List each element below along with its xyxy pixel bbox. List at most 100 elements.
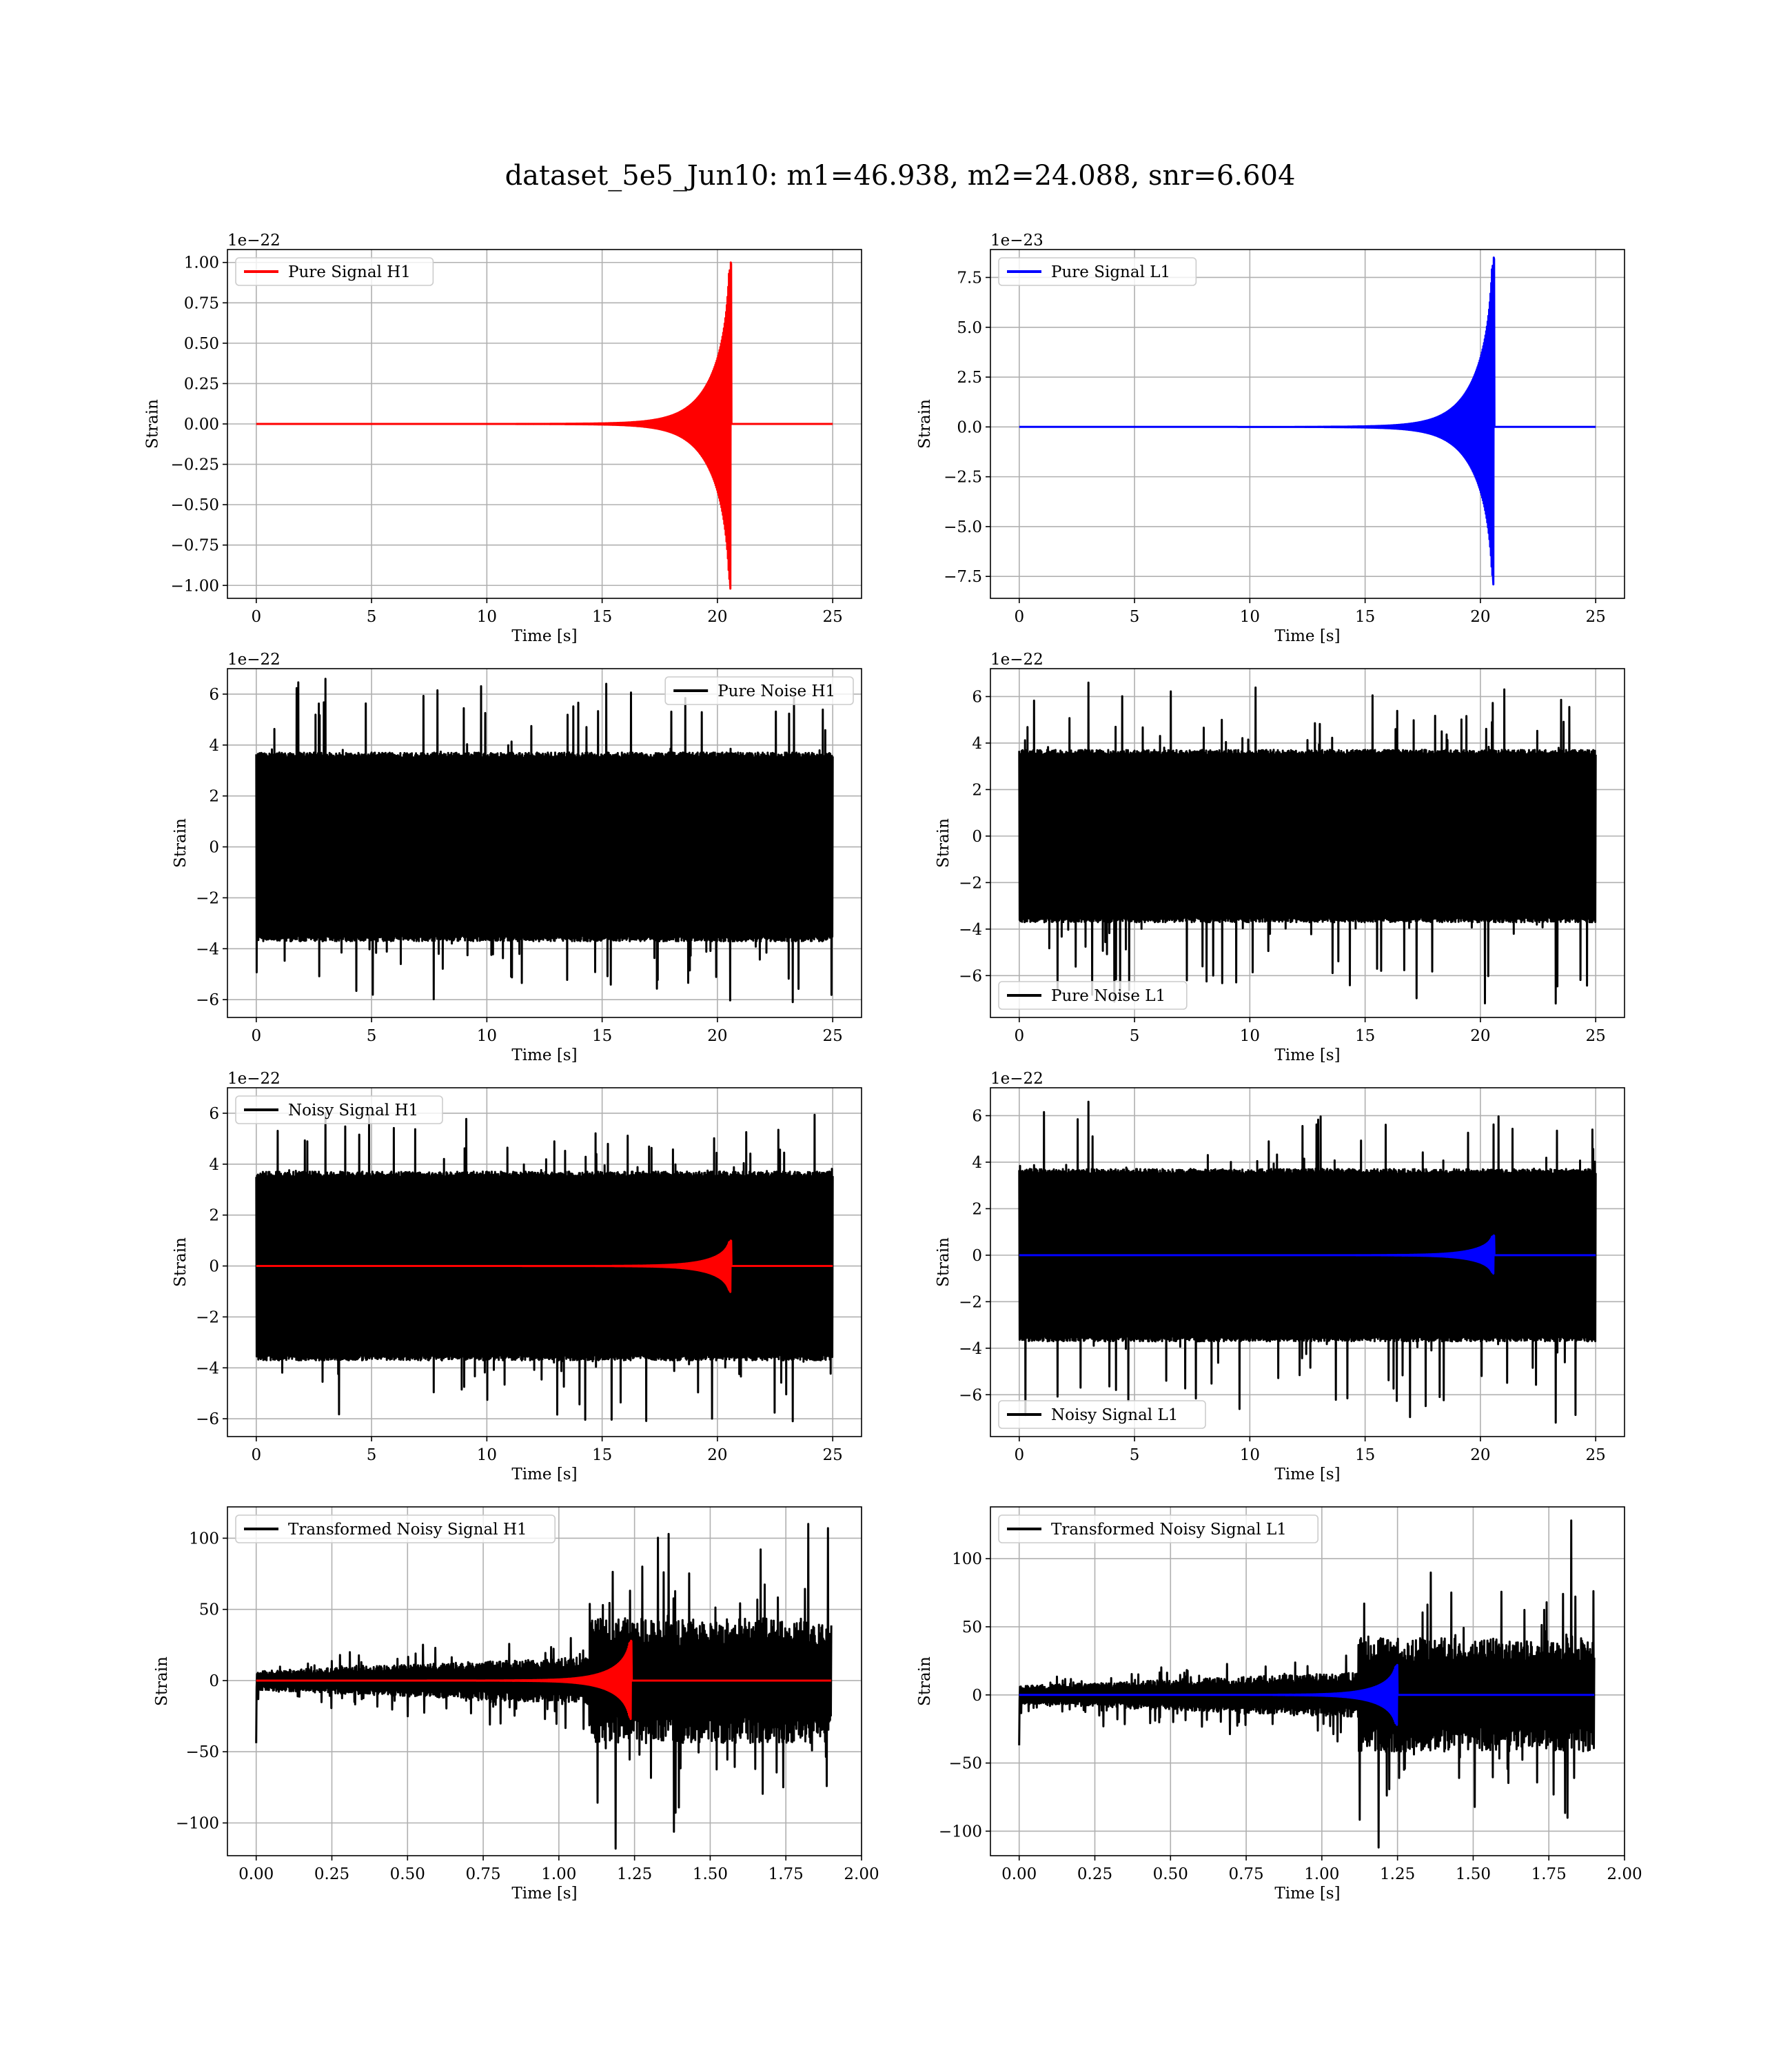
- x-tick-label: 20: [707, 1446, 727, 1464]
- axis-offset-text: 1e−22: [990, 1070, 1043, 1088]
- axes-frame: [990, 249, 1625, 599]
- y-tick-label: −0.25: [171, 456, 219, 474]
- x-tick-label: 1.75: [1531, 1865, 1567, 1883]
- legend-box: [235, 1095, 443, 1124]
- x-tick-label: 0: [251, 1027, 261, 1045]
- legend: Noisy Signal H1: [235, 1095, 443, 1124]
- y-axis-label: Strain: [935, 1237, 953, 1287]
- x-tick-label: 10: [1240, 1446, 1260, 1464]
- x-tick-label: 25: [823, 608, 843, 626]
- series-line-1: [255, 1112, 834, 1423]
- x-tick-label: 1.00: [541, 1865, 576, 1883]
- legend-box: [998, 257, 1197, 286]
- y-tick-label: 0.50: [184, 335, 219, 353]
- x-axis-label: Time [s]: [1274, 1046, 1340, 1064]
- legend-box: [235, 1514, 556, 1543]
- y-tick-label: −2: [959, 1293, 982, 1311]
- legend: Transformed Noisy Signal L1: [998, 1514, 1319, 1543]
- series-line-2: [255, 1639, 833, 1721]
- y-tick-label: 0: [209, 1258, 219, 1276]
- x-tick-label: 5: [1130, 1027, 1140, 1045]
- legend-box: [998, 1514, 1319, 1543]
- x-tick-label: 1.00: [1304, 1865, 1339, 1883]
- y-tick-label: −50: [948, 1755, 982, 1773]
- x-tick-label: 20: [707, 1027, 727, 1045]
- y-tick-label: −50: [185, 1743, 219, 1761]
- axes-frame: [990, 1506, 1625, 1856]
- y-tick-label: −2: [196, 1308, 219, 1326]
- x-tick-label: 0.75: [1228, 1865, 1263, 1883]
- legend-box: [998, 1400, 1206, 1429]
- x-tick-label: 15: [592, 1446, 612, 1464]
- subplot-8: 0.00 0.25 0.50 0.75 1.00 1.25 1.50 1.75 2.00 100 5…: [916, 1506, 1642, 1903]
- y-tick-label: −6: [959, 1386, 982, 1404]
- y-tick-label: 0: [972, 1247, 982, 1265]
- x-tick-label: 1.50: [1456, 1865, 1491, 1883]
- legend-label: Noisy Signal L1: [1051, 1406, 1178, 1424]
- x-tick-label: 1.25: [1380, 1865, 1415, 1883]
- x-axis-label: Time [s]: [511, 627, 577, 645]
- legend-label: Noisy Signal H1: [288, 1102, 418, 1119]
- x-tick-label: 1.50: [693, 1865, 728, 1883]
- y-tick-label: −4: [959, 1340, 982, 1358]
- x-axis-label: Time [s]: [511, 1466, 577, 1483]
- series-line-2: [255, 1239, 834, 1293]
- series-line-1: [255, 678, 834, 1004]
- x-tick-label: 15: [1355, 608, 1375, 626]
- y-tick-label: 100: [189, 1530, 219, 1548]
- x-tick-label: 5: [367, 608, 377, 626]
- series-line-1: [1018, 256, 1597, 586]
- x-tick-label: 2.00: [844, 1865, 879, 1883]
- axes-frame: [227, 668, 862, 1018]
- y-tick-label: 0: [972, 1687, 982, 1705]
- series-line-1: [1018, 1100, 1597, 1424]
- series-line-1: [255, 261, 834, 590]
- series-line-2: [1018, 1234, 1597, 1275]
- legend-label: Transformed Noisy Signal H1: [288, 1521, 527, 1539]
- x-tick-label: 0: [1014, 1446, 1024, 1464]
- series-line-1: [255, 1523, 833, 1850]
- x-tick-label: 25: [1586, 608, 1606, 626]
- axis-offset-text: 1e−22: [227, 1070, 281, 1088]
- axes-frame: [227, 1087, 862, 1437]
- y-axis-label: Strain: [144, 399, 162, 449]
- y-tick-label: 2: [209, 788, 219, 806]
- legend-label: Transformed Noisy Signal L1: [1051, 1521, 1287, 1539]
- y-tick-label: 4: [972, 1154, 982, 1172]
- y-tick-label: 6: [972, 1107, 982, 1125]
- x-tick-label: 0.00: [238, 1865, 274, 1883]
- y-tick-label: 2: [972, 781, 982, 799]
- series-line-2: [1018, 1663, 1596, 1726]
- y-tick-label: 0.25: [184, 375, 219, 393]
- x-tick-label: 0: [251, 1446, 261, 1464]
- y-tick-label: 0: [209, 1672, 219, 1690]
- x-tick-label: 10: [1240, 608, 1260, 626]
- x-tick-label: 2.00: [1607, 1865, 1642, 1883]
- x-tick-label: 1.75: [768, 1865, 804, 1883]
- legend: Pure Signal L1: [998, 257, 1197, 286]
- y-tick-label: −5.0: [944, 518, 982, 536]
- x-tick-label: 5: [1130, 1446, 1140, 1464]
- y-tick-label: −4: [196, 940, 219, 958]
- axis-offset-text: 1e−22: [990, 651, 1043, 669]
- y-axis-label: Strain: [153, 1656, 171, 1706]
- x-tick-label: 15: [1355, 1446, 1375, 1464]
- x-tick-label: 0.50: [390, 1865, 425, 1883]
- y-tick-label: 6: [209, 686, 219, 704]
- y-tick-label: 5.0: [957, 319, 982, 337]
- x-tick-label: 10: [477, 1446, 497, 1464]
- x-tick-label: 25: [1586, 1446, 1606, 1464]
- x-tick-label: 0.50: [1153, 1865, 1188, 1883]
- legend-label: Pure Signal H1: [288, 263, 411, 281]
- x-tick-label: 10: [477, 1027, 497, 1045]
- x-tick-label: 0.25: [314, 1865, 349, 1883]
- y-tick-label: −2.5: [944, 469, 982, 487]
- legend: Transformed Noisy Signal H1: [235, 1514, 556, 1543]
- y-tick-label: −6: [196, 1410, 219, 1428]
- y-tick-label: 50: [962, 1619, 982, 1636]
- y-tick-label: 0: [209, 839, 219, 857]
- y-tick-label: 0.75: [184, 294, 219, 312]
- y-tick-label: 50: [199, 1601, 219, 1619]
- legend-box: [998, 981, 1188, 1010]
